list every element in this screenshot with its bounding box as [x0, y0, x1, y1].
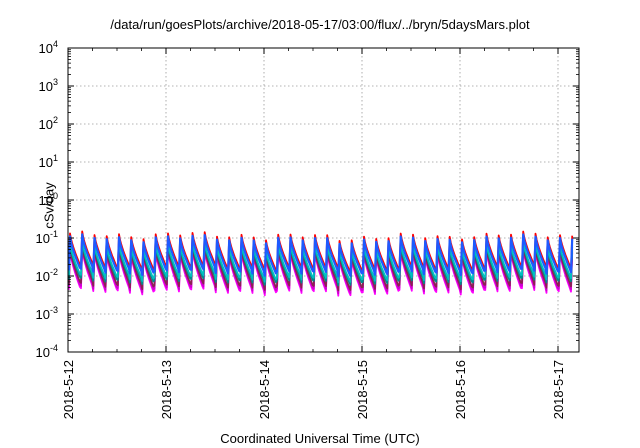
x-axis-label: Coordinated Universal Time (UTC): [220, 431, 420, 446]
y-tick-label: 10-4: [36, 343, 58, 360]
x-tick-label: 2018-5-12: [61, 360, 76, 419]
y-tick-label: 100: [39, 191, 58, 208]
axis-ticks: [67, 47, 579, 353]
y-tick-label: 101: [39, 153, 58, 170]
series-line: [67, 233, 574, 278]
y-tick-label: 104: [39, 39, 58, 56]
tick-labels: 10-4 10-3 10-2 10-1 100 101 102 103 104 2018-5-12…: [36, 39, 566, 419]
x-tick-label: 2018-5-13: [159, 360, 174, 419]
chart-title: /data/run/goesPlots/archive/2018-05-17/0…: [110, 17, 530, 32]
y-tick-label: 10-2: [36, 267, 58, 284]
grid-lines: [68, 48, 579, 352]
series-line: [67, 240, 574, 284]
x-tick-label: 2018-5-15: [355, 360, 370, 419]
y-tick-label: 102: [39, 115, 58, 132]
series-lines: [67, 230, 574, 297]
y-tick-label: 10-1: [36, 229, 58, 246]
y-axis-label: cSv/day: [41, 182, 57, 229]
x-tick-label: 2018-5-14: [257, 360, 272, 419]
series-line: [67, 245, 574, 292]
y-tick-label: 103: [39, 77, 58, 94]
y-tick-label: 10-3: [36, 305, 58, 322]
x-tick-label: 2018-5-17: [551, 360, 566, 419]
x-tick-label: 2018-5-16: [453, 360, 468, 419]
